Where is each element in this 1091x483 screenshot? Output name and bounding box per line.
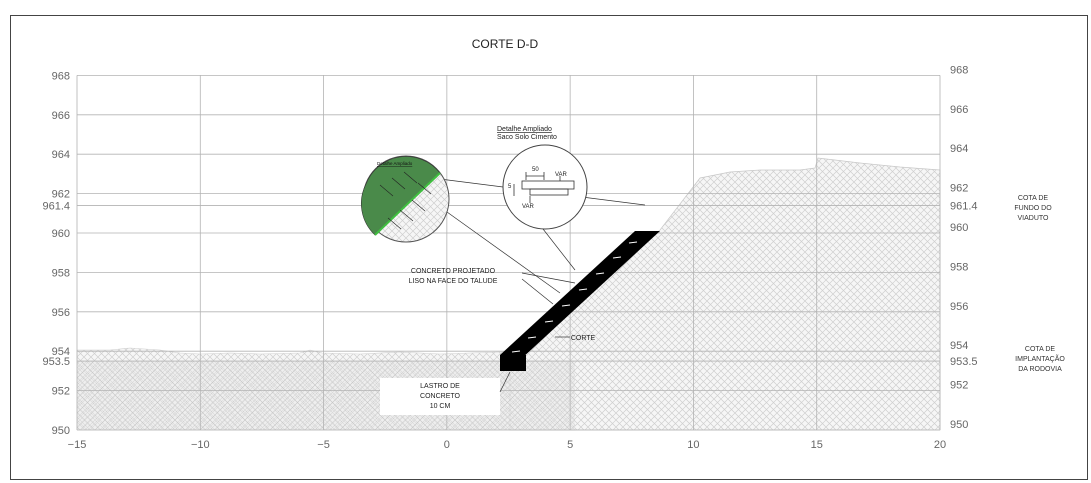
x-axis-ticks: −15 −10 −5 0 5 10 15 20 <box>68 439 946 451</box>
y-tick-label-right: 953.5 <box>950 356 978 368</box>
lean-concrete-line-2: CONCRETO <box>420 393 460 400</box>
y-tick-label-left: 962 <box>52 189 70 201</box>
road-label-line-1: COTA DE <box>1025 346 1056 353</box>
lean-concrete-box <box>380 378 500 415</box>
y-tick-label-right: 966 <box>950 104 968 116</box>
x-tick-label: −10 <box>191 439 210 451</box>
shotcrete-wall <box>500 231 660 360</box>
y-tick-label-left: 953.5 <box>42 356 70 368</box>
y-tick-label-left: 954 <box>52 346 70 358</box>
x-tick-label: 0 <box>444 439 450 451</box>
y-tick-label-left: 966 <box>52 110 70 122</box>
viaduct-level-label: COTA DE FUNDO DO VIADUTO <box>1014 195 1052 222</box>
y-tick-label-right: 962 <box>950 183 968 195</box>
lean-concrete-label: LASTRO DE CONCRETO 10 CM <box>420 383 460 410</box>
y-tick-label-right: 964 <box>950 143 968 155</box>
y-tick-label-right: 956 <box>950 301 968 313</box>
y-tick-label-left: 958 <box>52 267 70 279</box>
x-tick-label: 15 <box>811 439 823 451</box>
detail-circle-left <box>361 155 450 243</box>
shotcrete-label-line-1: CONCRETO PROJETADO <box>411 268 496 275</box>
drawing-frame <box>10 15 1088 480</box>
detail-dim-var-bottom: VAR <box>522 204 535 210</box>
y-tick-label-left: 960 <box>52 228 70 240</box>
y-tick-label-right: 954 <box>950 340 968 352</box>
x-tick-label: −15 <box>68 439 87 451</box>
road-level-label: COTA DE IMPLANTAÇÃO DA RODOVIA <box>1015 346 1065 373</box>
y-tick-label-right: 960 <box>950 222 968 234</box>
shotcrete-label: CONCRETO PROJETADO LISO NA FACE DO TALUD… <box>409 268 498 285</box>
y-tick-label-right: 961.4 <box>950 200 978 212</box>
detail-circle-right <box>502 144 588 230</box>
x-tick-label: 5 <box>567 439 573 451</box>
detail-right-title: Detalhe Ampliado <box>497 126 552 133</box>
detail-dim-5: 5 <box>508 184 512 190</box>
y-tick-label-left: 968 <box>52 70 70 82</box>
x-tick-label: −5 <box>317 439 330 451</box>
drawing-title: CORTE D-D <box>472 37 539 51</box>
detail-left-title: Detalhe Ampliado <box>377 161 413 166</box>
cut-label: CORTE <box>571 335 596 342</box>
x-tick-label: 10 <box>687 439 699 451</box>
wall-footing <box>500 355 526 371</box>
wall-drains <box>511 241 638 353</box>
road-label-line-2: IMPLANTAÇÃO <box>1015 354 1065 363</box>
y-tick-label-left: 952 <box>52 386 70 398</box>
viaduct-label-line-2: FUNDO DO <box>1014 205 1052 212</box>
x-tick-label: 20 <box>934 439 946 451</box>
road-label-line-3: DA RODOVIA <box>1018 366 1062 373</box>
y-axis-ticks-right: 968 966 964 962 961.4 960 958 956 954 953.5 952 950 <box>950 64 978 431</box>
y-tick-label-right: 958 <box>950 261 968 273</box>
y-tick-label-left: 964 <box>52 149 70 161</box>
viaduct-label-line-3: VIADUTO <box>1018 215 1050 222</box>
y-tick-label-right: 968 <box>950 64 968 76</box>
detail-dim-50: 50 <box>532 167 539 173</box>
viaduct-label-line-1: COTA DE <box>1018 195 1049 202</box>
y-tick-label-right: 952 <box>950 380 968 392</box>
detail-right-subtitle: Saco Solo Cimento <box>497 134 557 141</box>
lean-concrete-line-1: LASTRO DE <box>420 383 460 390</box>
detail-dim-var-top: VAR <box>555 172 568 178</box>
y-tick-label-left: 961.4 <box>42 200 70 212</box>
y-tick-label-right: 950 <box>950 419 968 431</box>
y-tick-label-left: 950 <box>52 425 70 437</box>
lean-concrete-line-3: 10 CM <box>430 403 451 410</box>
shotcrete-label-line-2: LISO NA FACE DO TALUDE <box>409 278 498 285</box>
y-tick-label-left: 956 <box>52 307 70 319</box>
